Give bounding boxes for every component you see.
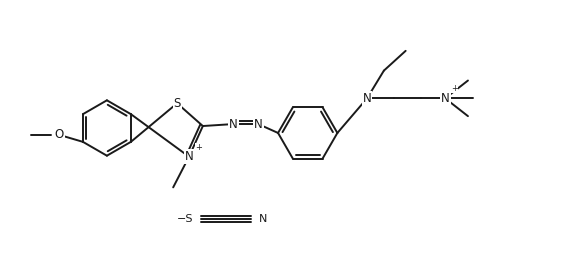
Text: N: N [229,117,238,131]
Text: N: N [185,150,193,163]
Text: N: N [362,92,371,105]
Text: N: N [259,214,268,224]
Text: −S: −S [176,214,193,224]
Text: N: N [254,117,262,131]
Text: S: S [174,97,181,110]
Text: +: + [195,143,202,152]
Text: O: O [55,128,64,141]
Text: +: + [451,84,458,93]
Text: N: N [441,92,450,105]
